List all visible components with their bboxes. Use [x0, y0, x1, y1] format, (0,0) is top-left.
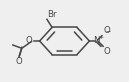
Text: N: N — [93, 36, 100, 46]
Text: O: O — [103, 26, 110, 35]
Text: Br: Br — [48, 10, 57, 19]
Text: +: + — [98, 35, 103, 40]
Text: O: O — [15, 57, 22, 66]
Text: −: − — [106, 29, 111, 34]
Text: O: O — [103, 47, 110, 56]
Text: O: O — [26, 36, 33, 46]
